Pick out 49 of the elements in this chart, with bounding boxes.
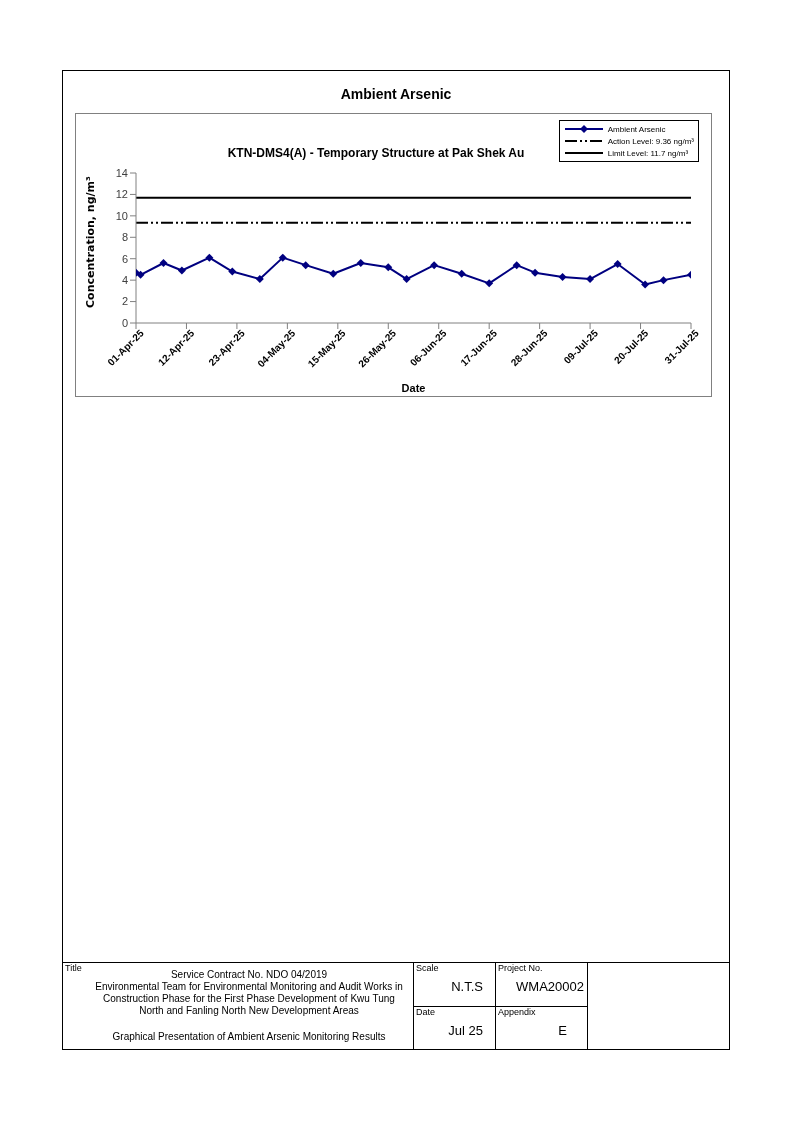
point <box>457 269 466 278</box>
point <box>430 261 439 270</box>
point <box>586 275 595 284</box>
text: E <box>558 1023 567 1038</box>
text: Title <box>65 963 82 973</box>
text: N.T.S <box>451 979 483 994</box>
point <box>613 260 622 269</box>
point <box>136 270 145 279</box>
point <box>402 275 411 284</box>
point <box>512 261 521 270</box>
y-tick-label: 6 <box>121 252 128 265</box>
text: Date <box>416 1007 436 1017</box>
x-axis-title: Date <box>401 382 426 394</box>
point <box>255 275 264 284</box>
chart-subtitle: KTN-DMS4(A) - Temporary Structure at Pak Shek Au <box>227 146 525 160</box>
y-tick-label: 14 <box>115 166 128 179</box>
point <box>384 263 393 272</box>
chart-title: Ambient Arsenic <box>339 86 453 102</box>
text: WMA20002 <box>516 979 584 994</box>
point <box>301 261 310 270</box>
legend-label: Action Level: 9.36 ng/m³ <box>607 136 694 146</box>
y-tick-label: 10 <box>115 209 128 222</box>
text: Appendix <box>498 1007 536 1017</box>
point <box>641 280 650 289</box>
point <box>159 259 168 267</box>
point <box>558 272 567 281</box>
legend-label: Limit Level: 11.7 ng/m³ <box>607 148 689 158</box>
point <box>205 253 214 262</box>
text: Service Contract No. NDO 04/2019 <box>169 969 329 981</box>
text: Environmental Team for Environmental Monitoring and Audit Works in Construction Phase for the First Phase Development of Kwu Tung North and Fanling North New Development Areas <box>94 981 404 1017</box>
legend-label: Ambient Arsenic <box>607 124 666 134</box>
text: Graphical Presentation of Ambient Arsenic Monitoring Results <box>111 1031 387 1042</box>
y-tick-label: 12 <box>115 188 128 201</box>
text: Project No. <box>498 963 543 973</box>
point <box>485 279 494 288</box>
point <box>531 268 540 277</box>
point <box>228 267 237 276</box>
point <box>278 253 287 262</box>
y-tick-label: 4 <box>121 274 128 287</box>
y-tick-label: 8 <box>121 231 128 244</box>
point <box>659 276 668 285</box>
y-axis-title: Concentration, ng/m³ <box>83 176 97 308</box>
point <box>356 259 365 267</box>
text: Scale <box>416 963 439 973</box>
point <box>329 269 338 278</box>
text: Jul 25 <box>448 1023 483 1038</box>
y-tick-label: 0 <box>121 316 128 329</box>
point <box>177 266 186 275</box>
y-tick-label: 2 <box>121 295 128 308</box>
